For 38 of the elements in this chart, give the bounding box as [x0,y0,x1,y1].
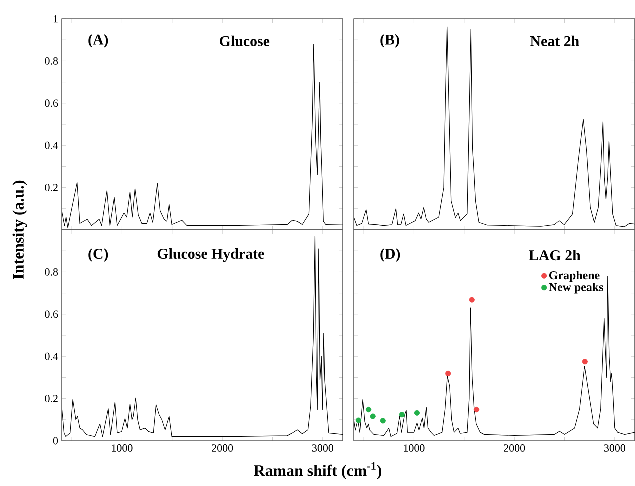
y-tick-label: 0.8 [45,57,58,65]
y-tick-label: 0.2 [45,184,58,192]
x-tick-label: 1000 [112,444,133,452]
y-axis-title: Intensity (a.u.) [12,180,28,280]
point [446,370,452,376]
x-tick-label: 1000 [404,444,425,452]
y-tick-label: 1 [54,15,58,23]
y-tick-label: 0.6 [45,100,58,108]
text: Neat 2h [530,36,580,46]
point [469,297,475,303]
legend-label: New peaks [549,282,604,294]
point [356,418,362,424]
point [582,359,588,365]
y-tick-label: 0.8 [45,268,58,276]
y-tick-label: 0 [53,437,58,445]
annotation: (C) [88,248,108,262]
text: Glucose [220,36,270,46]
x-axis-title: Raman shift (cm$^{-1}$) [254,462,382,480]
point [380,418,386,424]
text: LAG 2h [529,250,581,261]
x-tick-label: 3000 [312,444,334,452]
annotation: (B) [380,34,400,48]
point [370,414,376,420]
x-tick-label: 2000 [212,444,234,452]
x-tick-label: 3000 [604,444,626,452]
point [474,406,480,413]
x-tick-label: 2000 [504,444,526,452]
point [399,412,405,418]
y-tick-label: 0.4 [45,352,58,360]
text: Glucose Hydrate [158,248,264,262]
point [366,406,372,413]
y-tick-label: 0.4 [45,142,58,150]
legend-label: Graphene [549,271,600,282]
point [414,410,420,416]
y-tick-label: 0.2 [45,395,58,403]
y-tick-label: 0.6 [45,310,58,318]
annotation: (A) [88,34,108,48]
annotation: (D) [380,248,400,262]
